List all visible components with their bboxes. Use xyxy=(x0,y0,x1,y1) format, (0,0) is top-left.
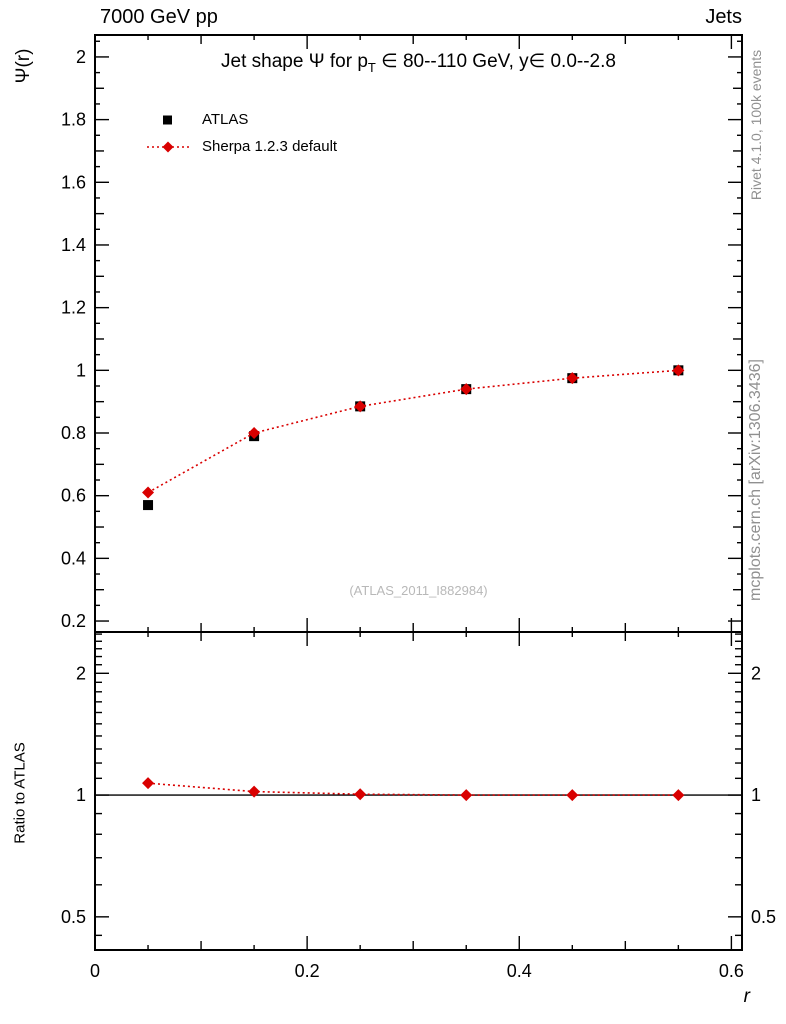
svg-text:0.2: 0.2 xyxy=(295,961,320,981)
svg-text:0.6: 0.6 xyxy=(719,961,744,981)
beam-energy-label: 7000 GeV pp xyxy=(100,6,218,28)
analysis-group-label: Jets xyxy=(705,6,742,28)
legend: ATLAS Sherpa 1.2.3 default xyxy=(146,106,337,160)
rivet-version-label: Rivet 4.1.0, 100k events xyxy=(748,49,764,201)
legend-item-sherpa: Sherpa 1.2.3 default xyxy=(146,133,337,160)
analysis-id-watermark: (ATLAS_2011_I882984) xyxy=(349,583,488,598)
svg-text:2: 2 xyxy=(76,47,86,67)
plot-title-subscript: T xyxy=(367,59,376,75)
svg-text:0: 0 xyxy=(90,961,100,981)
svg-text:0.4: 0.4 xyxy=(61,548,86,568)
atlas-square-marker-icon xyxy=(163,115,172,124)
svg-text:0.5: 0.5 xyxy=(751,907,776,927)
ratio-y-axis-title: Ratio to ATLAS xyxy=(11,742,29,844)
plot-title-pre: Jet shape Ψ for p xyxy=(221,51,368,72)
svg-text:1.8: 1.8 xyxy=(61,110,86,130)
series-sherpa xyxy=(142,364,685,499)
svg-text:0.5: 0.5 xyxy=(61,907,86,927)
sherpa-diamond-marker-icon xyxy=(147,141,189,152)
mcplots-arxiv-label: mcplots.cern.ch [arXiv:1306.3436] xyxy=(747,359,764,601)
main-y-axis-title: Ψ(r) xyxy=(13,48,34,84)
svg-text:1.6: 1.6 xyxy=(61,172,86,192)
legend-item-atlas: ATLAS xyxy=(146,106,337,133)
svg-text:1: 1 xyxy=(751,785,761,805)
svg-text:1.4: 1.4 xyxy=(61,235,86,255)
legend-label-sherpa: Sherpa 1.2.3 default xyxy=(202,138,338,155)
legend-label-atlas: ATLAS xyxy=(202,111,249,128)
svg-text:1: 1 xyxy=(76,360,86,380)
svg-text:0.8: 0.8 xyxy=(61,423,86,443)
svg-text:2: 2 xyxy=(751,663,761,683)
axis-ticks-and-labels: 0.2 0.4 0.6 0.8 1 1.2 1.4 1.6 1.8 2 0 0.2 0.4 0.6 0.5 0… xyxy=(61,35,776,981)
x-axis-title: r xyxy=(743,986,750,1007)
svg-text:1.2: 1.2 xyxy=(61,298,86,318)
svg-text:1: 1 xyxy=(76,785,86,805)
svg-text:0.6: 0.6 xyxy=(61,486,86,506)
series-atlas xyxy=(143,365,684,511)
panel-frames xyxy=(94,34,743,951)
svg-text:0.4: 0.4 xyxy=(507,961,532,981)
svg-text:2: 2 xyxy=(76,663,86,683)
plot-title-post: ∈ 80--110 GeV, y∈ 0.0--2.8 xyxy=(375,51,616,72)
svg-text:0.2: 0.2 xyxy=(61,611,86,631)
series-sherpa-ratio xyxy=(142,777,685,802)
plot-title: Jet shape Ψ for pT ∈ 80--110 GeV, y∈ 0.0… xyxy=(95,50,742,75)
